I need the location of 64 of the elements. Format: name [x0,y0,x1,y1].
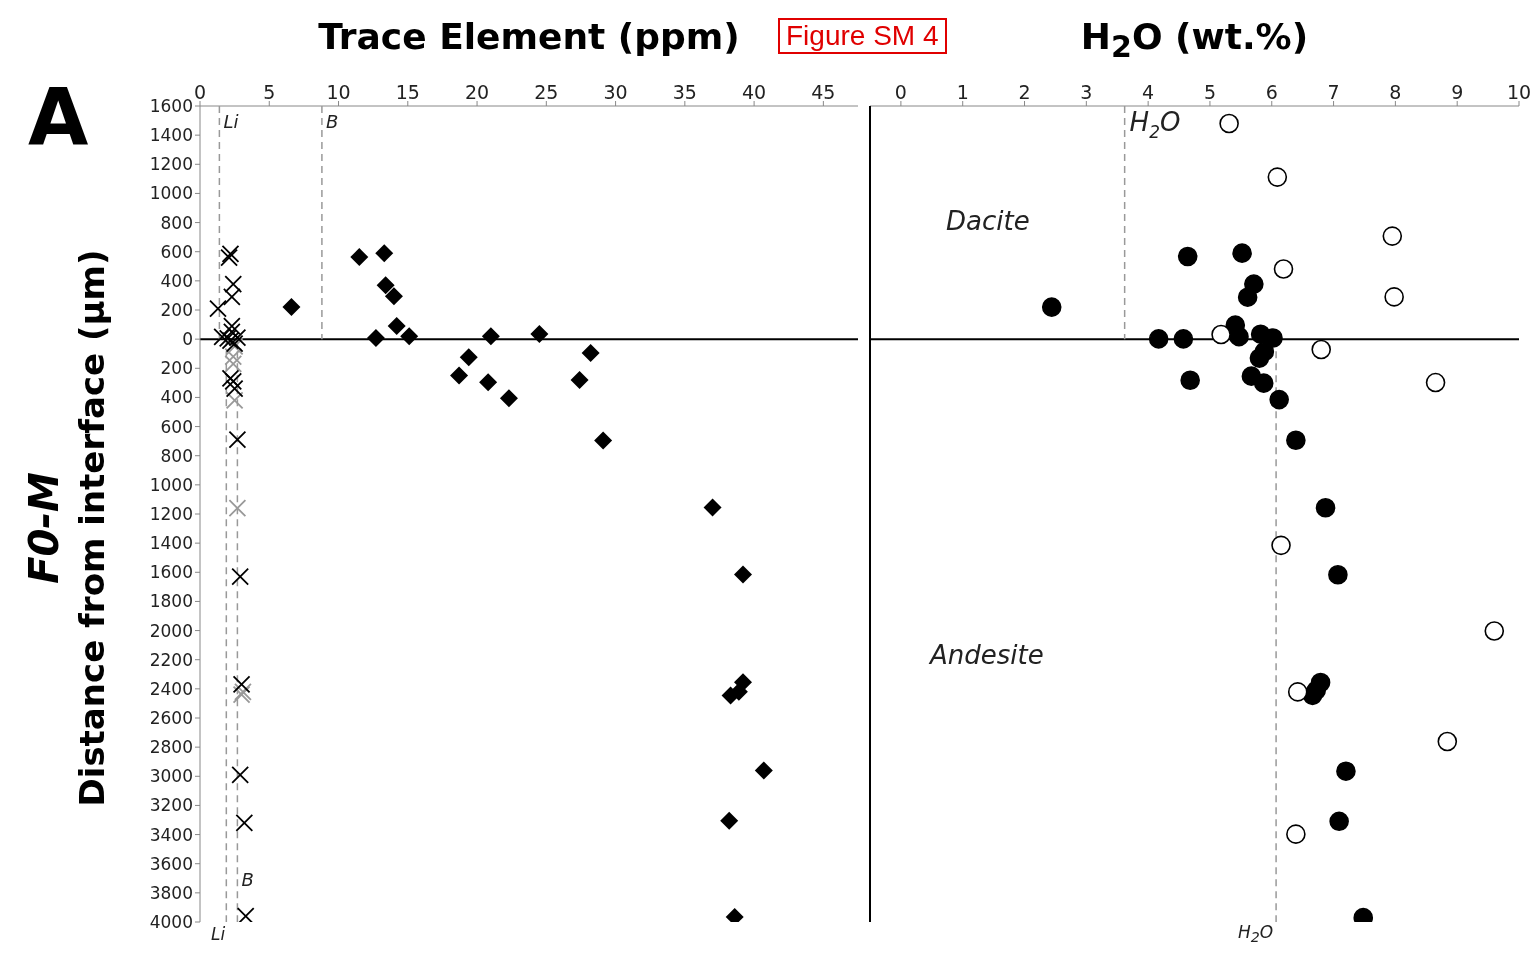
x-tick-label: 3 [1080,81,1093,103]
x-tick-label: 8 [1389,81,1402,103]
annotation: Andesite [930,640,1044,670]
y-tick-label: 400 [160,270,193,291]
y-tick-label: 2600 [149,708,193,729]
y-tick-label: 600 [160,416,193,437]
x-tick-label: 40 [742,81,767,103]
y-tick-label: 1600 [149,96,193,117]
x-tick-label: 10 [1506,81,1531,103]
text: A [28,72,89,162]
x-tick-label: 25 [534,81,559,103]
x-tick-label: 10 [326,81,351,103]
y-tick-label: 3400 [149,824,193,845]
text: F0-M [21,472,67,584]
x-tick-label: 4 [1142,81,1155,103]
annotation: Dacite [946,206,1030,236]
chart-title: Trace Element (ppm) [318,16,740,57]
y-tick-label: 2800 [149,737,193,758]
annotation: B [326,111,339,133]
annotation: H$_{2}$O [1129,106,1181,143]
x-tick-label: 5 [1203,81,1216,103]
text: Figure SM 4 [786,20,939,51]
y-tick-label: 200 [160,358,193,379]
y-tick-label: 1000 [149,183,193,204]
x-tick-label: 0 [894,81,907,103]
annotation: H$_{2}$O [1238,922,1274,946]
annotation: B [241,869,254,891]
y-tick-label: 1000 [149,474,193,495]
y-tick-label: 600 [160,241,193,262]
x-tick-label: 0 [193,81,207,103]
x-tick-label: 35 [672,81,697,103]
y-tick-label: 2400 [149,678,193,699]
x-tick-label: 1 [956,81,969,103]
x-tick-label: 15 [395,81,420,103]
x-tick-label: 30 [603,81,628,103]
y-tick-label: 1200 [149,154,193,175]
y-axis-title: Distance from interface (μm) [72,249,112,807]
y-tick-label: 1600 [149,562,193,583]
x-tick-label: 7 [1327,81,1340,103]
y-tick-label: 0 [182,329,193,350]
y-tick-label: 200 [160,300,193,321]
y-tick-label: 2000 [149,620,193,641]
y-tick-label: 3800 [149,882,193,903]
x-tick-label: 9 [1451,81,1464,103]
y-tick-label: 2200 [149,649,193,670]
y-tick-label: 3000 [149,766,193,787]
y-tick-label: 800 [160,445,193,466]
chart-title: H$_{2}$O (wt.%) [1080,16,1309,65]
y-tick-label: 4000 [149,912,193,933]
y-tick-label: 800 [160,212,193,233]
y-tick-label: 3600 [149,853,193,874]
y-tick-label: 1200 [149,504,193,525]
x-tick-label: 45 [811,81,836,103]
y-tick-label: 1400 [149,125,193,146]
text: Li [211,924,226,944]
y-tick-label: 1400 [149,533,193,554]
x-tick-label: 2 [1018,81,1031,103]
annotation: Li [223,111,239,133]
y-tick-label: 400 [160,387,193,408]
y-tick-label: 1800 [149,591,193,612]
y-tick-label: 3200 [149,795,193,816]
x-tick-label: 20 [464,81,490,103]
x-tick-label: 6 [1265,81,1278,103]
x-tick-label: 5 [263,81,276,103]
